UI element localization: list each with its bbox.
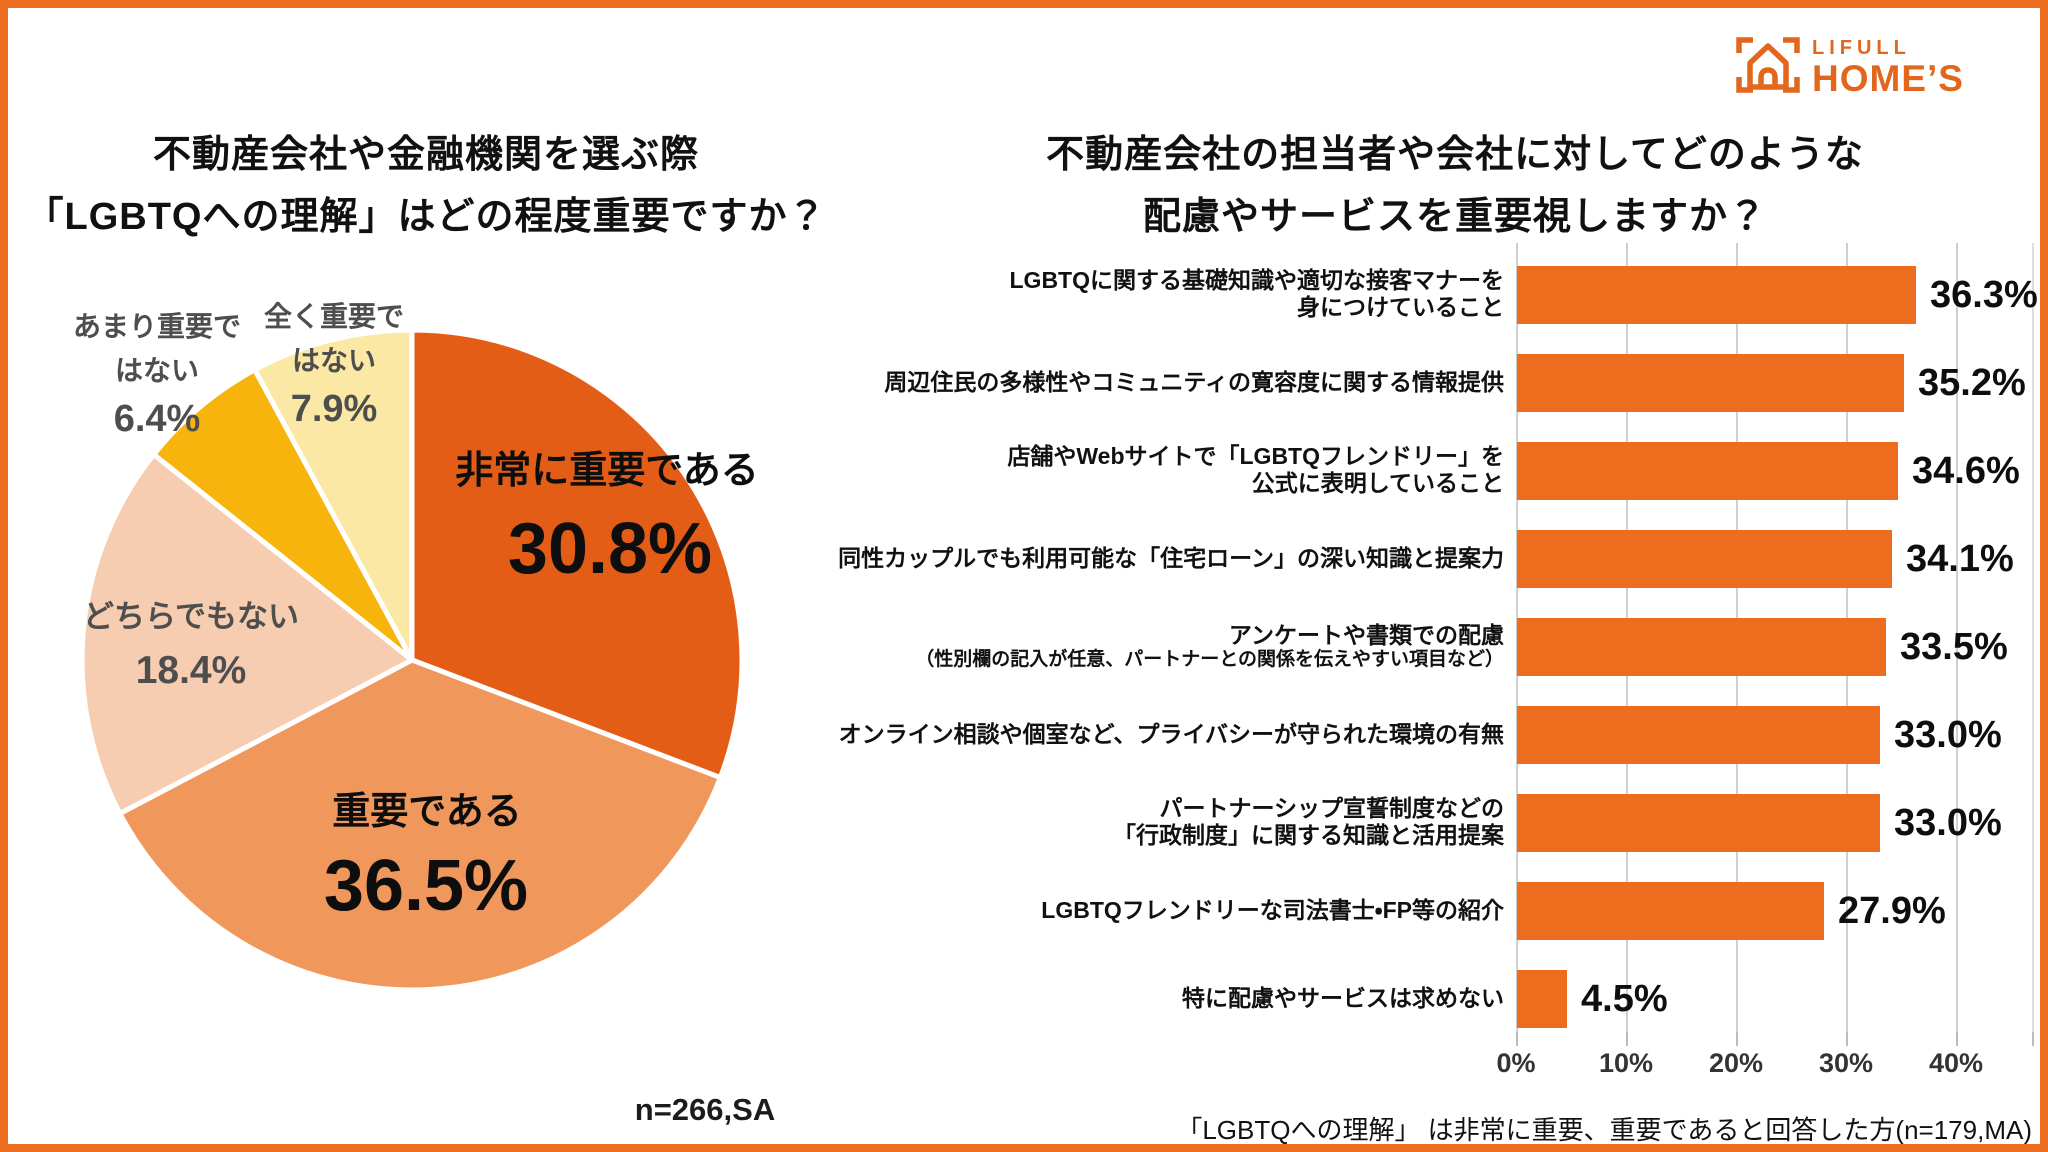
tick-20% [1736,1032,1738,1046]
pie-slice-label-3: あまり重要で はない 6.4% [17,305,297,445]
x-tick-label-40%: 40% [1928,1048,1984,1078]
tick-edge [2032,1032,2034,1046]
x-tick-label-20%: 20% [1708,1048,1764,1078]
pie-slice-0 [409,327,745,781]
pie-slice-value-text-1: 36.5% [323,846,529,926]
bar-label-line-6-0: パートナーシップ宣誓制度などの [1159,795,1504,821]
pie-slice-value-0: 30.8% [508,509,712,589]
pie-slice-value-1: 36.5% [324,846,528,926]
pie-slice-label-text-1: 重要である [332,791,522,833]
bar-label-line-4-0: アンケートや書類での配慮 [1228,621,1504,648]
bar-label-line-2-1: 公式に表明していること [1251,470,1504,496]
bar-label-line-0-1: 身につけていること [1297,294,1504,320]
bar-value-4: 33.5% [1900,626,2008,668]
pie-slice-label-line-3-1: はない [114,355,199,386]
pie-slice-2 [79,452,415,816]
pie-slice-label-2: どちらでもない 18.4% [31,592,351,700]
bar-6 [1517,794,1880,852]
x-tick-label-30%: 30% [1818,1048,1874,1078]
tick-10% [1626,1032,1628,1046]
plot-right-edge [2032,243,2034,1032]
bar-label-0: LGBTQに関する基礎知識や適切な接客マナーを 身につけていること [1010,267,1505,321]
pie-slice-value-text-0: 30.8% [507,509,713,589]
bar-label-3: 同性カップルでも利用可能な「住宅ローン」の深い知識と提案力 [838,545,1504,572]
bar-title-line2: 配慮やサービスを重要視しますか？ [1142,196,1767,238]
bar-label-line-7-0: LGBTQフレンドリーな司法書士・FP等の紹介 [1041,896,1504,923]
pie-sample-note: n=266,SA [634,1092,776,1127]
pie-slice-label-line-4-1: はない [291,345,376,376]
bar-label-5: オンライン相談や個室など、プライバシーが守られた環境の有無 [839,721,1504,748]
pie-slice-label-0: 非常に重要である [455,446,759,496]
tick-0% [1516,1032,1518,1046]
bar-label-2: 店舗やWebサイトで「LGBTQフレンドリー」を 公式に表明していること [1007,443,1504,497]
bar-label-line-3-0: 同性カップルでも利用可能な「住宅ローン」の深い知識と提案力 [838,544,1504,571]
pie-slice-label-line-4-0: 全く重要で [263,301,404,332]
bar-label-6: パートナーシップ宣誓制度などの 「行政制度」に関する知識と活用提案 [1113,795,1504,849]
bar-5 [1517,706,1880,764]
bar-2 [1517,442,1898,500]
bar-label-8: 特に配慮やサービスは求めない [1182,985,1504,1012]
bar-chart-footnote: 「LGBTQへの理解」 は非常に重要、重要であると回答した方(n=179,MA) [1176,1115,2032,1145]
pie-title-line1: 不動産会社や金融機関を選ぶ際 [152,134,699,176]
pie-slice-4 [252,327,415,663]
bar-label-line-2-0: 店舗やWebサイトで「LGBTQフレンドリー」を [1007,443,1504,469]
bar-value-3: 34.1% [1906,538,2014,580]
bar-4 [1517,618,1886,676]
bar-0 [1517,266,1916,324]
pie-slice-value-4: 7.9% [290,388,378,430]
bar-value-7: 27.9% [1838,890,1946,932]
pie-slice-label-text-2: どちらでもない [82,599,300,634]
gridline-40% [1956,243,1958,1032]
brand-homes-text: HOME’S [1812,58,1964,99]
bar-3 [1517,530,1892,588]
bar-label-line-5-0: オンライン相談や個室など、プライバシーが守られた環境の有無 [838,720,1504,747]
brand-wordmark: LIFULL HOME’S [1812,36,1964,98]
bar-label-line-0-0: LGBTQに関する基礎知識や適切な接客マナーを [1009,267,1505,293]
pie-slice-label-4: 全く重要ではない 7.9% [194,295,474,435]
bar-label-line-1-0: 周辺住民の多様性やコミュニティの寛容度に関する情報提供 [884,368,1504,395]
pie-slice-3 [151,367,415,663]
pie-slice-label-text-0: 非常に重要である [455,450,759,492]
pie-title-line2: 「LGBTQへの理解」はどの程度重要ですか？ [25,196,827,238]
bar-label-1: 周辺住民の多様性やコミュニティの寛容度に関する情報提供 [884,369,1504,396]
bar-label-line-6-1: 「行政制度」に関する知識と活用提案 [1113,822,1504,848]
bar-value-5: 33.0% [1894,714,2002,756]
pie-slice-value-3: 6.4% [113,398,201,440]
x-tick-label-10%: 10% [1598,1048,1654,1078]
pie-slice-1 [117,657,723,993]
tick-30% [1846,1032,1848,1046]
brand-lifull-text: LIFULL [1812,37,1911,59]
bar-title-line1: 不動産会社の担当者や会社に対してどのような [1046,134,1864,176]
x-tick-label-0%: 0% [1496,1048,1536,1078]
bar-label-line-8-0: 特に配慮やサービスは求めない [1182,984,1504,1011]
pie-slice-value-2: 18.4% [135,649,247,692]
bar-1 [1517,354,1904,412]
pie-slice-label-line-3-0: あまり重要で [72,311,241,342]
bar-value-2: 34.6% [1912,450,2020,492]
bar-label-7: LGBTQフレンドリーな司法書士・FP等の紹介 [1041,897,1504,924]
bar-label-line-4-1: （性別欄の記入が任意、パートナーとの関係を伝えやすい項目など） [915,648,1504,670]
pie-chart [79,327,745,993]
homes-house-icon [1736,37,1800,93]
bar-chart-title: 不動産会社の担当者や会社に対してどのような 配慮やサービスを重要視しますか？ [1035,124,1875,248]
pie-chart-title: 不動産会社や金融機関を選ぶ際 「LGBTQへの理解」はどの程度重要ですか？ [6,124,846,248]
bar-value-0: 36.3% [1930,274,2038,316]
bar-value-8: 4.5% [1581,978,1668,1020]
bar-8 [1517,970,1567,1028]
bar-label-4: アンケートや書類での配慮 （性別欄の記入が任意、パートナーとの関係を伝えやすい項目… [915,622,1504,671]
pie-slice-label-1: 重要である [332,787,522,837]
tick-40% [1956,1032,1958,1046]
bar-value-6: 33.0% [1894,802,2002,844]
brand-logo: LIFULL HOME’S [1736,36,1964,98]
bar-7 [1517,882,1824,940]
bar-value-1: 35.2% [1918,362,2026,404]
